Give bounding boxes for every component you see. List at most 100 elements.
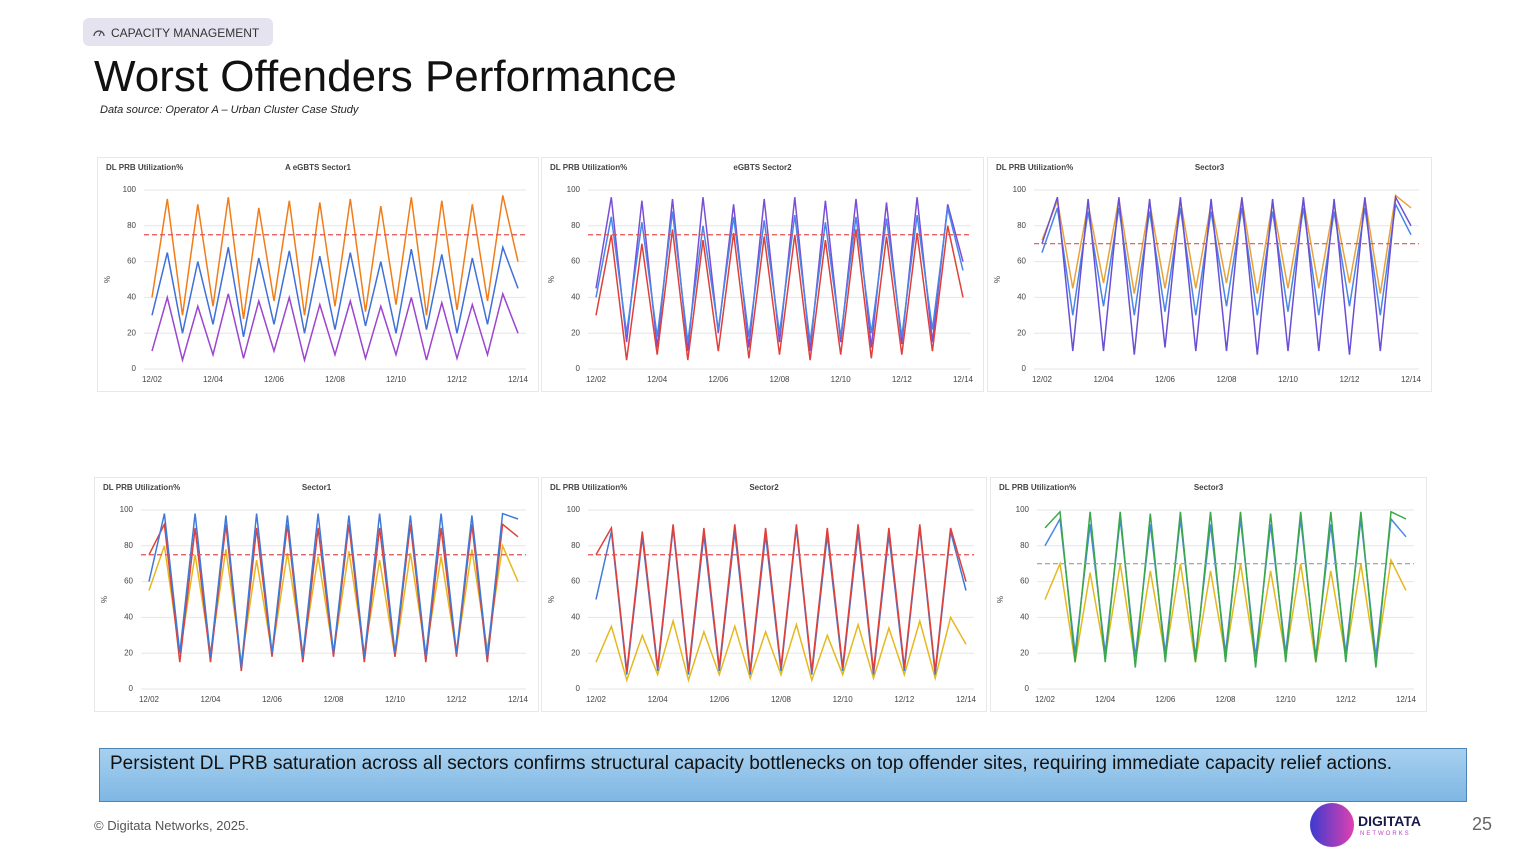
y-tick-label: 0 bbox=[129, 684, 134, 693]
series-line bbox=[148, 521, 519, 672]
y-tick-label: 20 bbox=[571, 328, 580, 337]
y-tick-label: 0 bbox=[132, 364, 137, 373]
series-line bbox=[595, 615, 967, 683]
x-tick-label: 12/06 bbox=[262, 695, 283, 704]
y-tick-label: 100 bbox=[1016, 505, 1030, 514]
chart-title: DL PRB Utilization% bbox=[106, 163, 183, 172]
series-line bbox=[1041, 194, 1412, 355]
y-tick-label: 40 bbox=[1020, 613, 1029, 622]
y-tick-label: 0 bbox=[1022, 364, 1027, 373]
badge-text: CAPACITY MANAGEMENT bbox=[111, 26, 260, 40]
y-tick-label: 60 bbox=[571, 257, 580, 266]
data-source: Data source: Operator A – Urban Cluster … bbox=[100, 104, 359, 116]
chart-title: DL PRB Utilization% bbox=[550, 483, 627, 492]
x-tick-label: 12/02 bbox=[1032, 375, 1053, 384]
x-tick-label: 12/12 bbox=[894, 695, 915, 704]
y-axis-label: % bbox=[100, 596, 109, 603]
x-tick-label: 12/04 bbox=[648, 695, 669, 704]
line-chart: DL PRB Utilization% Sector3% 0 20 40 60 80 100 1… bbox=[987, 157, 1432, 392]
x-tick-label: 12/02 bbox=[142, 375, 163, 384]
y-tick-label: 100 bbox=[567, 505, 581, 514]
y-tick-label: 80 bbox=[127, 221, 136, 230]
series-line bbox=[151, 291, 519, 364]
series-line bbox=[595, 207, 964, 343]
logo: DIGITATA NETWORKS bbox=[1310, 803, 1421, 847]
copyright: © Digitata Networks, 2025. bbox=[94, 818, 249, 833]
x-tick-label: 12/08 bbox=[771, 695, 792, 704]
line-chart: DL PRB Utilization% A eGBTS Sector1% 0 20 40… bbox=[97, 157, 539, 392]
x-tick-label: 12/14 bbox=[1401, 375, 1422, 384]
y-tick-label: 80 bbox=[571, 541, 580, 550]
x-tick-label: 12/04 bbox=[647, 375, 668, 384]
y-tick-label: 20 bbox=[124, 648, 133, 657]
y-tick-label: 0 bbox=[576, 364, 581, 373]
y-tick-label: 60 bbox=[1017, 257, 1026, 266]
x-tick-label: 12/06 bbox=[709, 695, 730, 704]
series-line bbox=[148, 512, 519, 668]
x-tick-label: 12/06 bbox=[708, 375, 729, 384]
y-tick-label: 60 bbox=[127, 257, 136, 266]
series-line bbox=[1041, 193, 1412, 294]
x-tick-label: 12/12 bbox=[447, 375, 468, 384]
series-line bbox=[595, 197, 964, 352]
x-tick-label: 12/04 bbox=[203, 375, 224, 384]
x-tick-label: 12/10 bbox=[831, 375, 852, 384]
y-tick-label: 40 bbox=[571, 613, 580, 622]
y-axis-label: % bbox=[103, 276, 112, 283]
y-tick-label: 20 bbox=[1017, 328, 1026, 337]
series-line bbox=[1044, 516, 1407, 657]
line-chart: DL PRB Utilization% Sector3% 0 20 40 60 80 100 1… bbox=[990, 477, 1427, 712]
x-tick-label: 12/08 bbox=[325, 375, 346, 384]
x-tick-label: 12/14 bbox=[956, 695, 977, 704]
chart-title: DL PRB Utilization% bbox=[103, 483, 180, 492]
x-tick-label: 12/10 bbox=[1276, 695, 1297, 704]
y-tick-label: 80 bbox=[1017, 221, 1026, 230]
line-chart: DL PRB Utilization% eGBTS Sector2% 0 20 40 60… bbox=[541, 157, 984, 392]
y-axis-label: % bbox=[996, 596, 1005, 603]
x-tick-label: 12/02 bbox=[139, 695, 160, 704]
series-line bbox=[1041, 201, 1412, 316]
chart-subtitle: Sector1 bbox=[302, 483, 332, 492]
x-tick-label: 12/12 bbox=[1336, 695, 1357, 704]
y-tick-label: 20 bbox=[1020, 648, 1029, 657]
x-tick-label: 12/14 bbox=[508, 375, 529, 384]
x-tick-label: 12/08 bbox=[323, 695, 344, 704]
y-axis-label: % bbox=[993, 276, 1002, 283]
x-tick-label: 12/10 bbox=[833, 695, 854, 704]
x-tick-label: 12/10 bbox=[385, 695, 406, 704]
x-tick-label: 12/08 bbox=[1216, 375, 1237, 384]
chart-title: DL PRB Utilization% bbox=[996, 163, 1073, 172]
chart-subtitle: eGBTS Sector2 bbox=[733, 163, 792, 172]
page-number: 25 bbox=[1472, 814, 1493, 834]
x-tick-label: 12/02 bbox=[586, 375, 607, 384]
x-tick-label: 12/14 bbox=[508, 695, 529, 704]
line-chart: DL PRB Utilization% Sector2% 0 20 40 60 80 100 1… bbox=[541, 477, 987, 712]
series-line bbox=[151, 195, 519, 320]
slide-title: Worst Offenders Performance bbox=[94, 52, 677, 101]
y-tick-label: 80 bbox=[1020, 541, 1029, 550]
logo-name: DIGITATA bbox=[1358, 813, 1421, 829]
x-tick-label: 12/08 bbox=[769, 375, 790, 384]
y-axis-label: % bbox=[547, 596, 556, 603]
y-tick-label: 20 bbox=[127, 328, 136, 337]
x-tick-label: 12/12 bbox=[1339, 375, 1360, 384]
x-tick-label: 12/12 bbox=[892, 375, 913, 384]
y-tick-label: 40 bbox=[127, 293, 136, 302]
chart-subtitle: Sector3 bbox=[1195, 163, 1225, 172]
logo-mark bbox=[1310, 803, 1354, 847]
chart-subtitle: Sector2 bbox=[749, 483, 779, 492]
y-tick-label: 40 bbox=[124, 613, 133, 622]
x-tick-label: 12/14 bbox=[953, 375, 974, 384]
y-tick-label: 100 bbox=[567, 185, 581, 194]
x-tick-label: 12/10 bbox=[386, 375, 407, 384]
y-tick-label: 80 bbox=[571, 221, 580, 230]
line-chart: DL PRB Utilization% Sector1% 0 20 40 60 80 100 1… bbox=[94, 477, 539, 712]
series-line bbox=[1044, 510, 1407, 668]
series-line bbox=[151, 244, 519, 337]
y-tick-label: 100 bbox=[120, 505, 134, 514]
y-tick-label: 0 bbox=[576, 684, 581, 693]
chart-subtitle: Sector3 bbox=[1194, 483, 1224, 492]
y-tick-label: 60 bbox=[571, 577, 580, 586]
x-tick-label: 12/02 bbox=[586, 695, 607, 704]
